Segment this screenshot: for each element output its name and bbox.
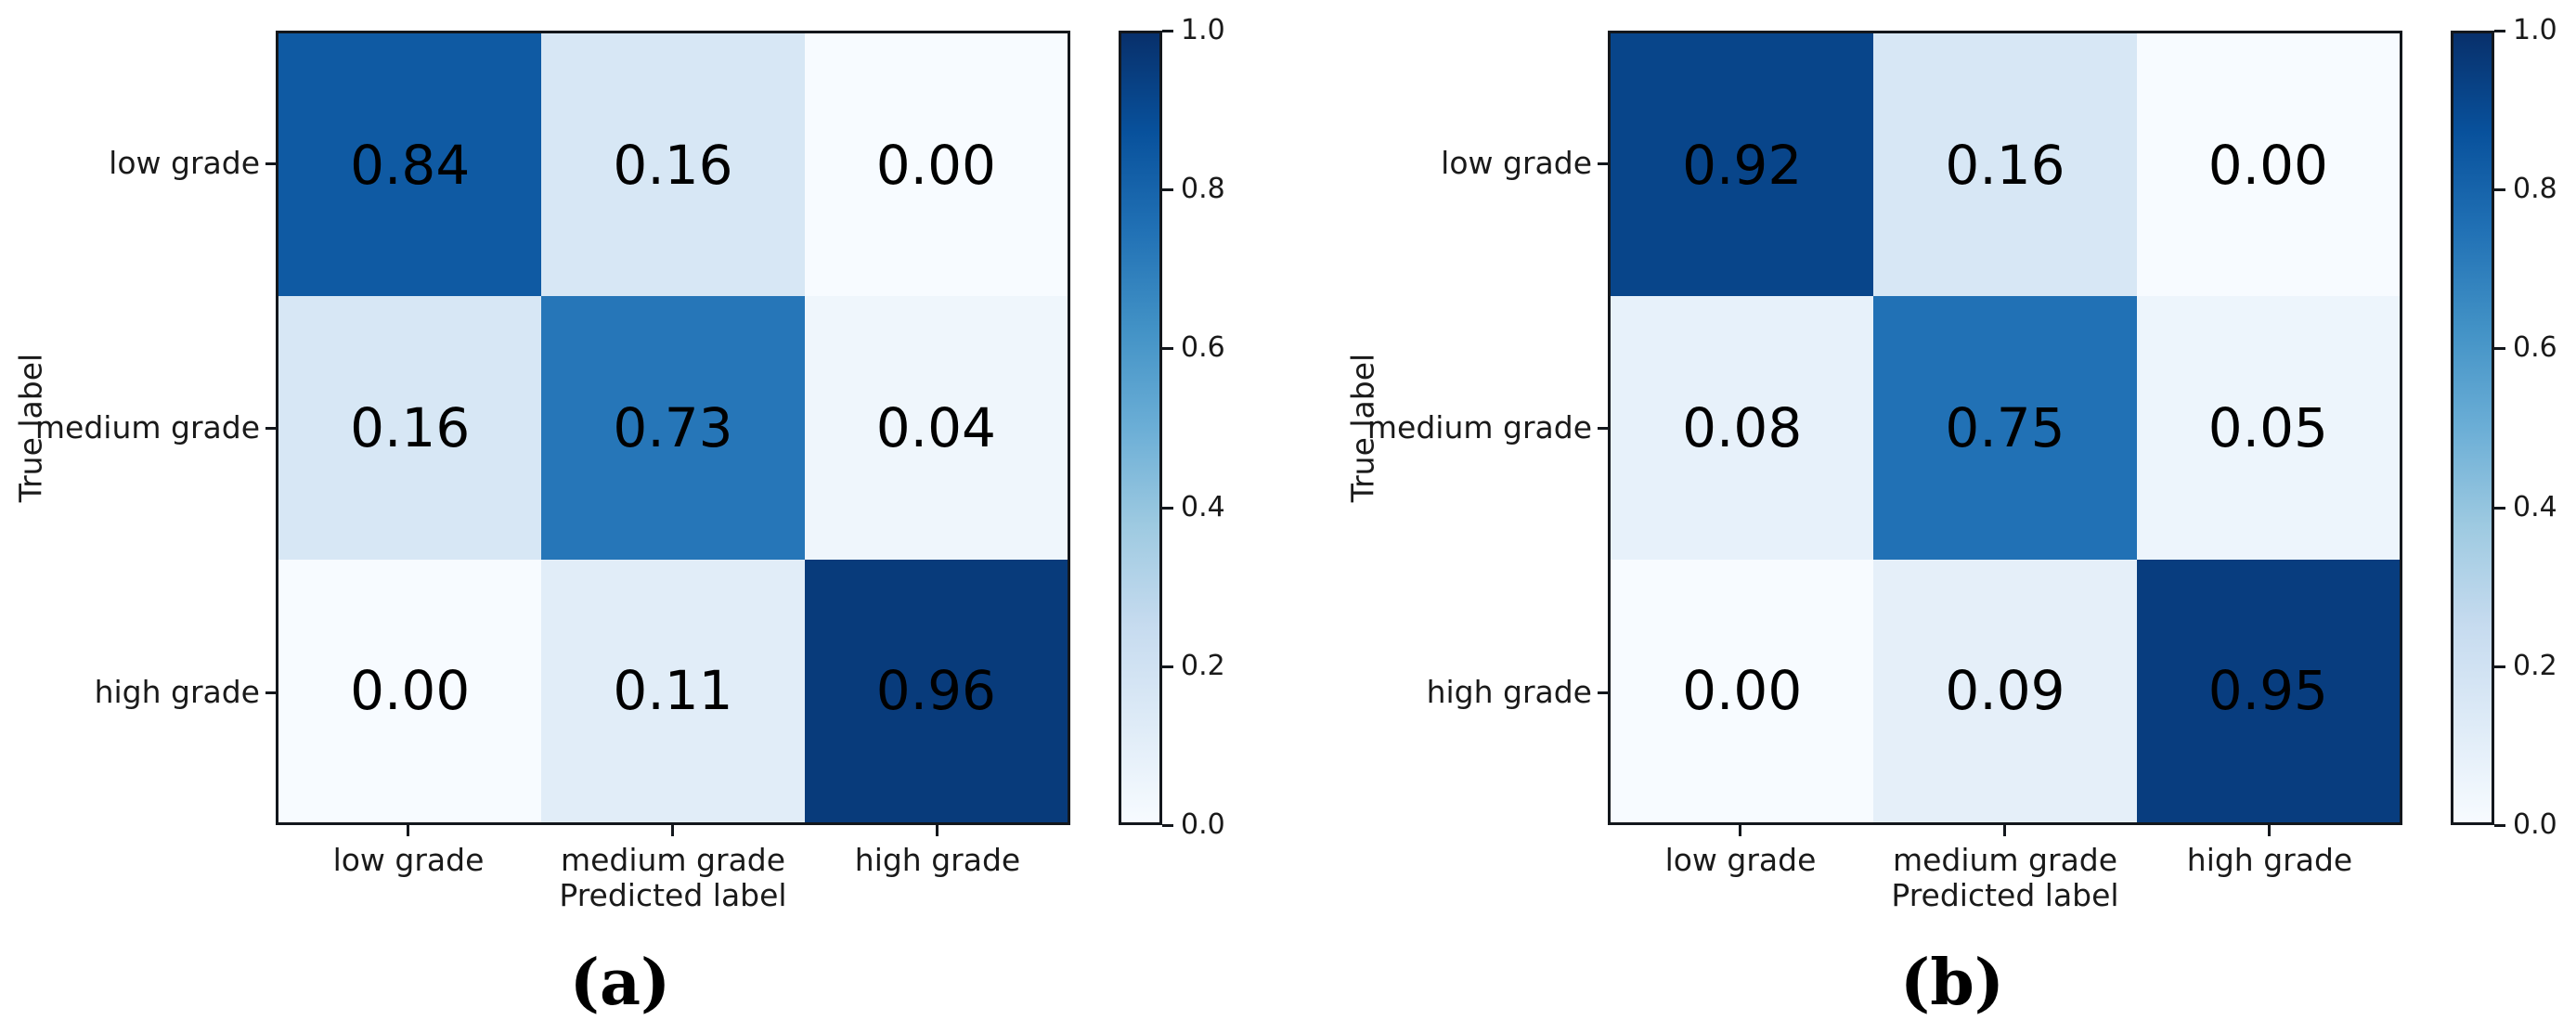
y-tick-mark: [265, 691, 276, 694]
colorbar-tick-label: 1.0: [2513, 14, 2557, 46]
heatmap-cell: 0.00: [1611, 559, 1874, 822]
heatmap-grid-b: 0.92 0.16 0.00 0.08 0.75 0.05 0.00 0.09 …: [1608, 31, 2402, 825]
panel-caption-b: (b): [1900, 946, 2004, 1020]
colorbar-tick-label: 1.0: [1181, 14, 1225, 46]
heatmap-cell: 0.96: [804, 559, 1068, 822]
colorbar-tick-label: 0.4: [1181, 491, 1225, 523]
y-tick-label-a-high-grade: high grade: [94, 674, 260, 710]
colorbar-tick-label: 0.6: [1181, 331, 1225, 364]
x-tick-label-b-high-grade: high grade: [2186, 842, 2353, 878]
colorbar-tick-mark: [1162, 347, 1173, 350]
heatmap-cell: 0.00: [2136, 33, 2400, 297]
colorbar-tick-mark: [2494, 188, 2505, 191]
x-tick-mark: [2268, 825, 2271, 836]
heatmap-cell: 0.73: [541, 296, 805, 560]
x-axis-title-b: Predicted label: [1891, 877, 2119, 913]
heatmap-cell: 0.00: [804, 33, 1068, 297]
heatmap-cell: 0.92: [1611, 33, 1874, 297]
heatmap-cell: 0.16: [1873, 33, 2137, 297]
colorbar-tick-mark: [2494, 665, 2505, 668]
colorbar-tick-label: 0.8: [2513, 173, 2557, 205]
colorbar-tick-label: 0.6: [2513, 331, 2557, 364]
x-tick-label-a-medium-grade: medium grade: [560, 842, 786, 878]
heatmap-cell: 0.09: [1873, 559, 2137, 822]
colorbar-tick-label: 0.4: [2513, 491, 2557, 523]
colorbar-tick-label: 0.2: [2513, 650, 2557, 682]
x-axis-title-a: Predicted label: [559, 877, 787, 913]
y-tick-mark: [1598, 427, 1608, 430]
colorbar-tick-label: 0.0: [1181, 808, 1225, 841]
y-tick-mark: [1598, 691, 1608, 694]
y-tick-label-a-low-grade: low grade: [109, 145, 260, 181]
x-tick-label-a-high-grade: high grade: [854, 842, 1021, 878]
colorbar-tick-label: 0.2: [1181, 650, 1225, 682]
heatmap-cell: 0.04: [804, 296, 1068, 560]
colorbar-tick-mark: [1162, 30, 1173, 32]
heatmap-cell: 0.95: [2136, 559, 2400, 822]
colorbar-tick-mark: [2494, 507, 2505, 510]
y-tick-mark: [265, 162, 276, 165]
heatmap-cell: 0.05: [2136, 296, 2400, 560]
y-tick-label-b-low-grade: low grade: [1441, 145, 1592, 181]
x-tick-label-b-low-grade: low grade: [1664, 842, 1817, 878]
heatmap-cell: 0.16: [541, 33, 805, 297]
heatmap-cell: 0.00: [278, 559, 542, 822]
colorbar-tick-mark: [1162, 665, 1173, 668]
colorbar-tick-mark: [2494, 347, 2505, 350]
y-tick-mark: [1598, 162, 1608, 165]
colorbar-tick-mark: [2494, 824, 2505, 827]
heatmap-cell: 0.11: [541, 559, 805, 822]
x-tick-label-b-medium-grade: medium grade: [1892, 842, 2118, 878]
x-tick-mark: [936, 825, 938, 836]
heatmap-grid-a: 0.84 0.16 0.00 0.16 0.73 0.04 0.00 0.11 …: [276, 31, 1070, 825]
x-tick-mark: [2003, 825, 2006, 836]
heatmap-cell: 0.75: [1873, 296, 2137, 560]
x-tick-mark: [671, 825, 674, 836]
heatmap-cell: 0.08: [1611, 296, 1874, 560]
x-tick-mark: [407, 825, 409, 836]
colorbar-tick-label: 0.8: [1181, 173, 1225, 205]
heatmap-cell: 0.16: [278, 296, 542, 560]
colorbar-tick-mark: [1162, 188, 1173, 191]
colorbar-tick-mark: [1162, 507, 1173, 510]
y-tick-mark: [265, 427, 276, 430]
x-tick-mark: [1739, 825, 1741, 836]
panel-caption-a: (a): [569, 946, 671, 1020]
colorbar-a: [1119, 31, 1162, 825]
heatmap-cell: 0.84: [278, 33, 542, 297]
colorbar-tick-mark: [2494, 30, 2505, 32]
colorbar-tick-mark: [1162, 824, 1173, 827]
y-tick-label-b-high-grade: high grade: [1426, 674, 1592, 710]
colorbar-tick-label: 0.0: [2513, 808, 2557, 841]
y-tick-label-b-medium-grade: medium grade: [1366, 409, 1592, 445]
colorbar-b: [2451, 31, 2494, 825]
y-tick-label-a-medium-grade: medium grade: [34, 409, 260, 445]
x-tick-label-a-low-grade: low grade: [332, 842, 485, 878]
